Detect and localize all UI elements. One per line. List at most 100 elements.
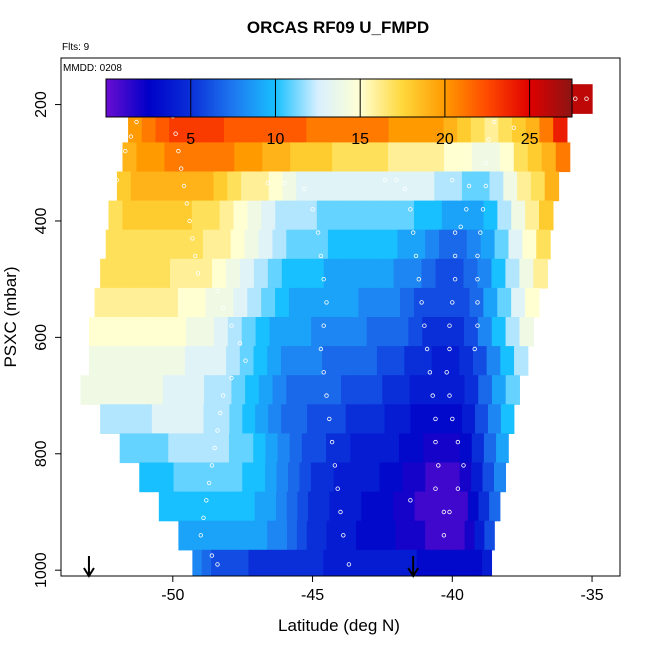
heatmap-cell <box>234 142 249 173</box>
track-point <box>464 207 469 212</box>
heatmap-cell <box>157 346 172 376</box>
heatmap-cell <box>443 142 459 173</box>
heatmap-cell <box>434 171 449 202</box>
heatmap-cell <box>421 258 437 289</box>
track-point <box>444 370 449 375</box>
heatmap-cell <box>156 433 169 464</box>
track-point <box>480 207 486 212</box>
heatmap-cell <box>230 462 243 493</box>
heatmap-cell <box>325 317 340 347</box>
heatmap-cell <box>472 549 483 576</box>
heatmap-cell <box>369 229 385 260</box>
track-point <box>475 300 480 305</box>
heatmap-cell <box>295 258 311 289</box>
heatmap-cell <box>435 433 449 464</box>
heatmap-cell <box>322 462 335 493</box>
heatmap-cell <box>341 229 357 260</box>
y-tick-label: 1000 <box>33 552 50 588</box>
heatmap-cell <box>482 462 495 493</box>
heatmap-cell <box>190 491 203 522</box>
track-point <box>419 300 424 305</box>
heatmap-cell <box>496 433 509 464</box>
track-point <box>324 393 329 398</box>
heatmap-cell <box>484 520 495 551</box>
heatmap-cell <box>156 258 171 289</box>
heatmap-cell <box>498 113 513 143</box>
heatmap-cell <box>497 200 512 231</box>
heatmap-cell <box>397 229 412 260</box>
heatmap-cell <box>539 113 554 143</box>
heatmap-cell <box>491 317 507 347</box>
heatmap-cell <box>219 200 235 231</box>
track-point <box>455 439 461 445</box>
heatmap-cell <box>88 346 104 376</box>
heatmap-cell <box>241 317 257 347</box>
heatmap-cell <box>423 375 438 405</box>
track-point <box>195 271 201 276</box>
heatmap-cell <box>390 462 404 493</box>
heatmap-cell <box>277 433 291 464</box>
track-point <box>209 463 215 468</box>
heatmap-cell <box>281 258 297 289</box>
heatmap-cell <box>477 258 493 289</box>
track-point <box>422 323 427 328</box>
track-point <box>190 236 195 241</box>
heatmap-cell <box>344 287 360 318</box>
heatmap-cell <box>208 520 219 551</box>
heatmap-cell <box>461 171 477 202</box>
heatmap-cell <box>213 317 229 347</box>
heatmap-cell <box>533 258 548 289</box>
heatmap-cell <box>272 375 287 405</box>
heatmap-cell <box>365 520 377 551</box>
heatmap-cell <box>108 200 124 231</box>
heatmap-cell <box>158 317 173 347</box>
y-tick-label: 400 <box>33 208 50 235</box>
heatmap-cell <box>358 287 373 318</box>
track-point <box>117 163 122 168</box>
track-point <box>327 416 332 422</box>
heatmap-cell <box>450 317 465 347</box>
track-point <box>416 277 421 282</box>
heatmap-cell <box>158 491 171 522</box>
heatmap-cell <box>198 346 213 376</box>
heatmap-cell <box>435 491 448 522</box>
track-point <box>408 498 413 503</box>
heatmap-cell <box>186 317 201 347</box>
track-point <box>478 230 483 235</box>
track-point <box>209 553 215 558</box>
heatmap-cell <box>448 171 463 202</box>
heatmap-cell <box>139 462 152 493</box>
heatmap-cell <box>374 433 388 464</box>
heatmap-cell <box>356 520 367 551</box>
track-point <box>486 137 491 142</box>
heatmap-cell <box>276 549 287 576</box>
heatmap-cell <box>449 404 463 434</box>
heatmap-cell <box>406 171 422 202</box>
heatmap-cell <box>229 404 243 434</box>
heatmap-cell <box>318 491 330 522</box>
heatmap-cell <box>102 346 117 376</box>
heatmap-cell <box>395 375 411 405</box>
heatmap-cell <box>219 287 235 318</box>
track-point <box>134 119 139 125</box>
heatmap-cell <box>205 200 221 231</box>
heatmap-cell <box>530 171 546 202</box>
heatmap-cell <box>227 520 239 551</box>
heatmap-cell <box>164 142 179 173</box>
track-point <box>321 323 326 328</box>
heatmap-cell <box>338 433 351 464</box>
heatmap-cell <box>255 317 271 347</box>
heatmap-cell <box>443 113 458 143</box>
track-point <box>450 177 455 183</box>
heatmap-cell <box>457 491 469 522</box>
heatmap-cell <box>257 549 268 576</box>
heatmap-cell <box>372 200 387 231</box>
chart-title: ORCAS RF09 U_FMPD <box>246 18 430 37</box>
x-tick-label: -45 <box>301 587 324 604</box>
track-point <box>318 346 324 352</box>
heatmap-cell <box>212 491 224 522</box>
heatmap-cell <box>116 171 132 202</box>
track-point <box>573 96 578 101</box>
heatmap-cell <box>436 462 449 493</box>
